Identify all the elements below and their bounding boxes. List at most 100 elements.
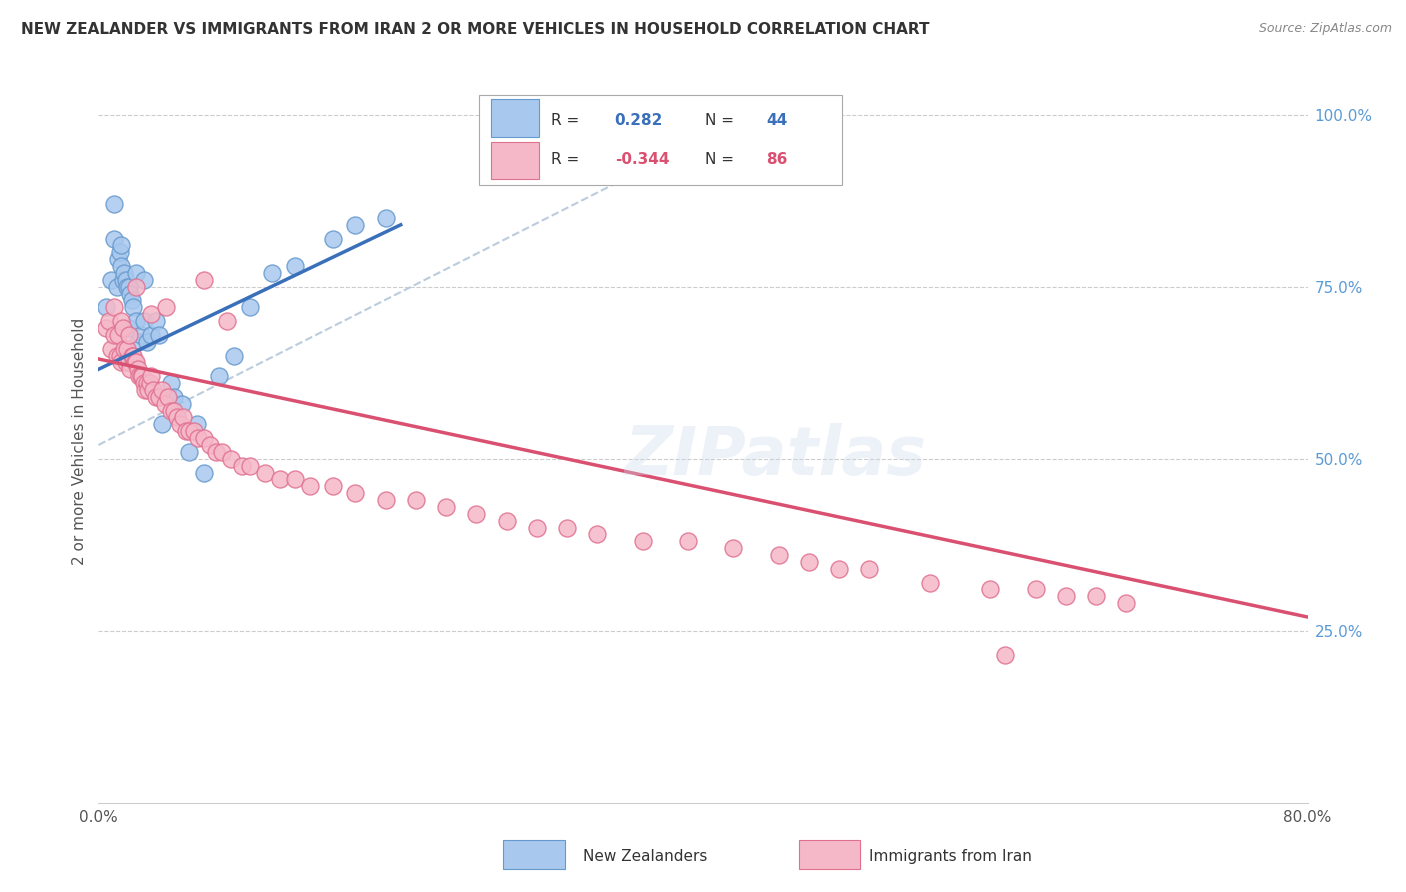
Point <box>111 321 134 335</box>
Point <box>141 327 163 342</box>
Point <box>129 327 152 342</box>
Point <box>107 252 129 267</box>
Point <box>118 327 141 342</box>
Text: 0.282: 0.282 <box>614 112 664 128</box>
Point <box>174 424 197 438</box>
Point <box>526 520 548 534</box>
Point <box>122 349 145 363</box>
Point <box>211 445 233 459</box>
Point <box>127 362 149 376</box>
Point <box>1115 596 1137 610</box>
Point <box>631 534 654 549</box>
Point <box>150 417 173 432</box>
Point <box>118 321 141 335</box>
Text: 44: 44 <box>766 112 787 128</box>
Point <box>166 410 188 425</box>
Point <box>135 334 157 349</box>
Point <box>125 266 148 280</box>
Point <box>186 417 208 432</box>
Text: ZIPatlas: ZIPatlas <box>624 423 927 489</box>
Point <box>142 383 165 397</box>
Point <box>269 472 291 486</box>
Point <box>105 349 128 363</box>
Point <box>231 458 253 473</box>
Point <box>586 527 609 541</box>
Point <box>155 301 177 315</box>
Text: -0.344: -0.344 <box>614 153 669 168</box>
Point <box>132 314 155 328</box>
Point <box>110 314 132 328</box>
Point <box>172 410 194 425</box>
Text: New Zealanders: New Zealanders <box>583 849 707 863</box>
Text: 86: 86 <box>766 153 787 168</box>
Point <box>105 279 128 293</box>
Point <box>253 466 276 480</box>
Point <box>284 259 307 273</box>
Point <box>828 562 851 576</box>
Point <box>322 479 344 493</box>
Point <box>187 431 209 445</box>
Point <box>100 342 122 356</box>
Point <box>148 327 170 342</box>
Point <box>118 279 141 293</box>
Point <box>115 279 138 293</box>
Text: N =: N = <box>706 153 740 168</box>
Point <box>155 390 177 404</box>
Point <box>344 218 367 232</box>
Point <box>112 266 135 280</box>
Point <box>200 438 222 452</box>
Point <box>148 390 170 404</box>
Point <box>139 376 162 390</box>
Point <box>145 390 167 404</box>
Point <box>183 424 205 438</box>
Point <box>141 307 163 321</box>
Point <box>108 349 131 363</box>
Point <box>215 314 238 328</box>
Point <box>239 458 262 473</box>
Point <box>322 231 344 245</box>
Point <box>1054 590 1077 604</box>
Point <box>128 369 150 384</box>
Point <box>127 334 149 349</box>
Point <box>284 472 307 486</box>
Point <box>193 466 215 480</box>
Point <box>94 301 117 315</box>
Point <box>98 314 121 328</box>
Point <box>100 273 122 287</box>
Point <box>344 486 367 500</box>
Point <box>136 383 159 397</box>
Point <box>160 376 183 390</box>
Text: R =: R = <box>551 112 583 128</box>
Point <box>115 342 138 356</box>
Point <box>1024 582 1046 597</box>
Point <box>723 541 745 556</box>
Text: R =: R = <box>551 153 583 168</box>
Point <box>120 362 142 376</box>
Point <box>103 231 125 245</box>
Point <box>994 648 1017 662</box>
Point <box>103 327 125 342</box>
Point <box>193 431 215 445</box>
Point <box>797 555 820 569</box>
FancyBboxPatch shape <box>492 99 538 136</box>
Point <box>239 301 262 315</box>
Point <box>135 376 157 390</box>
Point <box>122 301 145 315</box>
Point <box>129 369 152 384</box>
Point <box>103 301 125 315</box>
Point <box>374 211 396 225</box>
Point <box>114 273 136 287</box>
Point <box>121 293 143 308</box>
Point <box>262 266 284 280</box>
Point <box>132 376 155 390</box>
Point <box>163 390 186 404</box>
Text: NEW ZEALANDER VS IMMIGRANTS FROM IRAN 2 OR MORE VEHICLES IN HOUSEHOLD CORRELATIO: NEW ZEALANDER VS IMMIGRANTS FROM IRAN 2 … <box>21 22 929 37</box>
Point <box>112 342 135 356</box>
Point <box>221 451 243 466</box>
Point <box>205 445 228 459</box>
Point <box>103 197 125 211</box>
Point <box>160 403 183 417</box>
Point <box>299 479 322 493</box>
Point <box>156 390 179 404</box>
Point <box>374 493 396 508</box>
